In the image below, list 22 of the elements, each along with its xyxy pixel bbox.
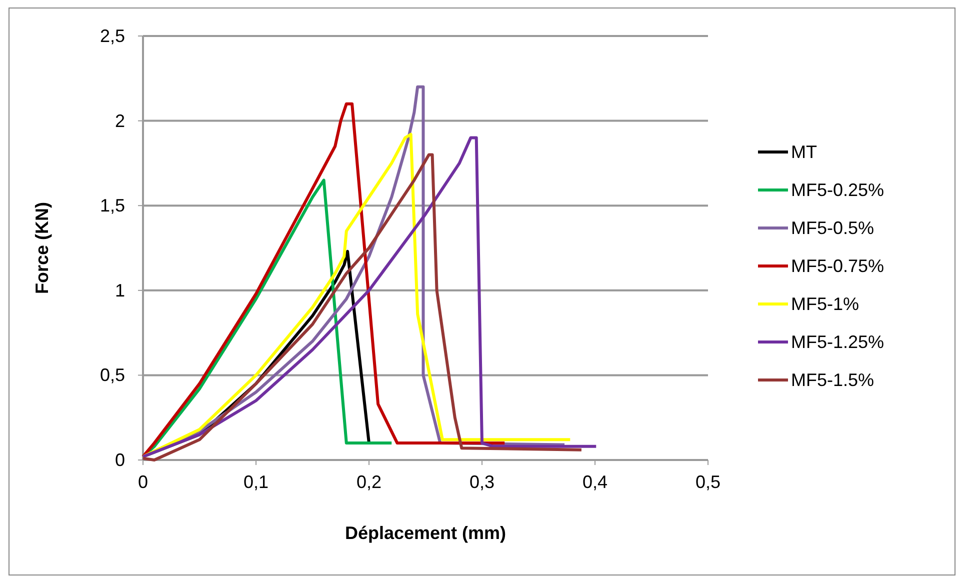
legend-label: MF5-1% — [791, 294, 860, 314]
legend-label: MF5-0.5% — [791, 218, 874, 238]
y-tick-label: 1,5 — [100, 196, 125, 216]
x-tick-label: 0,3 — [469, 472, 495, 492]
legend-label: MF5-1.5% — [791, 370, 874, 390]
x-tick-label: 0,4 — [582, 472, 608, 492]
y-tick-label: 1 — [114, 280, 125, 300]
legend-label: MT — [791, 142, 817, 162]
y-tick-label: 2 — [114, 110, 125, 131]
y-axis-title: Force (KN) — [32, 202, 52, 294]
x-tick-label: 0,5 — [695, 472, 721, 492]
legend-label: MF5-0.25% — [791, 180, 884, 200]
y-tick-label: 0,5 — [100, 365, 125, 386]
x-tick-label: 0,2 — [356, 472, 382, 492]
x-tick-label: 0,1 — [243, 472, 269, 492]
x-axis-title: Déplacement (mm) — [344, 523, 506, 543]
legend-label: MF5-0.75% — [791, 256, 884, 276]
y-tick-label: 2,5 — [100, 26, 125, 46]
line-series — [142, 102, 506, 458]
x-tick-label: 0 — [138, 472, 148, 492]
y-tick-label: 0 — [114, 450, 125, 470]
legend-label: MF5-1.25% — [791, 332, 884, 352]
